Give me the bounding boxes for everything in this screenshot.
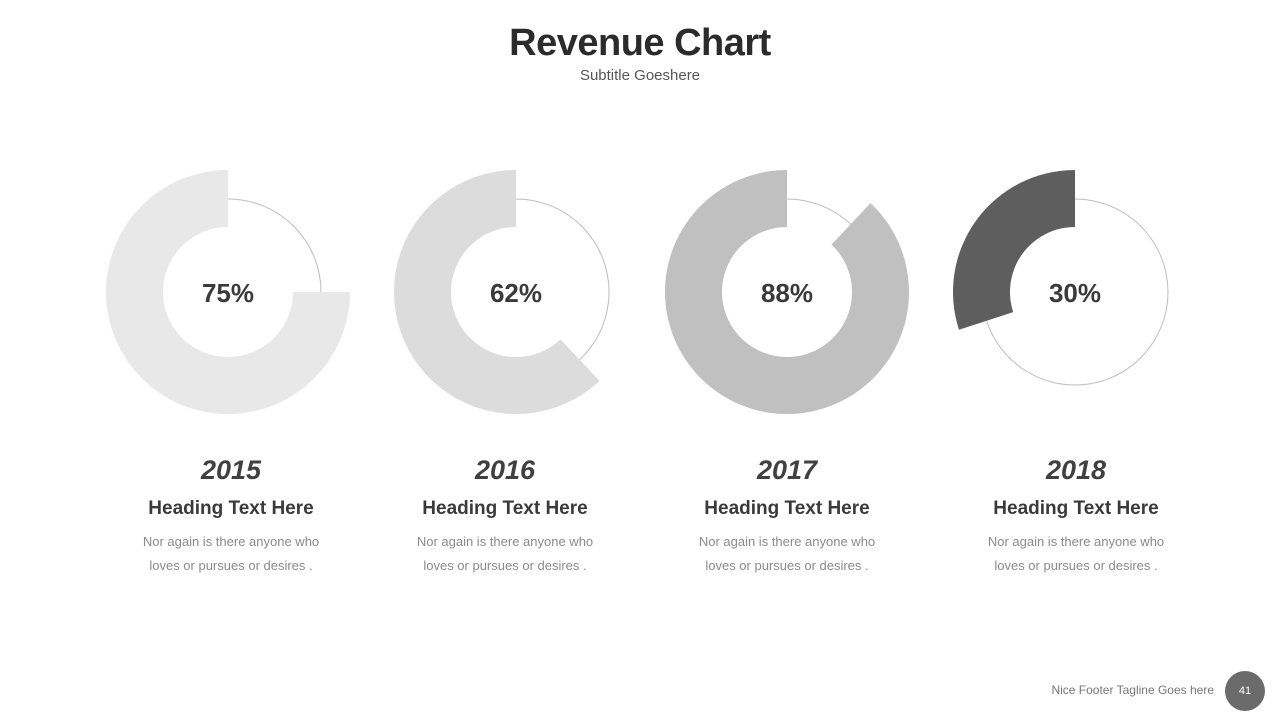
year-label: 2018 — [1045, 455, 1107, 485]
item-description: Nor again is there anyone who loves or p… — [677, 530, 897, 578]
item-description: Nor again is there anyone who loves or p… — [121, 530, 341, 578]
item-description: Nor again is there anyone who loves or p… — [395, 530, 615, 578]
item-description-line: loves or pursues or desires . — [705, 558, 869, 573]
item-description-line: Nor again is there anyone who — [142, 534, 320, 549]
percent-label: 30% — [1048, 278, 1102, 308]
percent-label: 75% — [201, 278, 255, 308]
item-description-line: loves or pursues or desires . — [994, 558, 1158, 573]
item-description-line: Nor again is there anyone who — [698, 534, 876, 549]
footer-tagline: Nice Footer Tagline Goes here — [1051, 683, 1214, 697]
page-number-badge: 41 — [1225, 671, 1265, 711]
donut-segment-2015 — [106, 170, 350, 414]
donut-segment-2017 — [664, 170, 909, 414]
year-label: 2017 — [756, 455, 818, 485]
item-description-line: Nor again is there anyone who — [416, 534, 594, 549]
item-heading: Heading Text Here — [422, 498, 588, 519]
donut-segment-2016 — [393, 170, 600, 414]
item-description-line: loves or pursues or desires . — [149, 558, 313, 573]
percent-label: 88% — [760, 278, 814, 308]
item-description: Nor again is there anyone who loves or p… — [966, 530, 1186, 578]
item-heading: Heading Text Here — [148, 498, 314, 519]
donut-segment-2018 — [953, 170, 1075, 330]
item-description-line: loves or pursues or desires . — [423, 558, 587, 573]
slide-subtitle: Subtitle Goeshere — [579, 67, 701, 84]
item-heading: Heading Text Here — [993, 498, 1159, 519]
year-label: 2015 — [200, 455, 262, 485]
slide-title: Revenue Chart — [509, 22, 771, 64]
item-heading: Heading Text Here — [704, 498, 870, 519]
percent-label: 62% — [489, 278, 543, 308]
item-description-line: Nor again is there anyone who — [987, 534, 1165, 549]
year-label: 2016 — [474, 455, 536, 485]
